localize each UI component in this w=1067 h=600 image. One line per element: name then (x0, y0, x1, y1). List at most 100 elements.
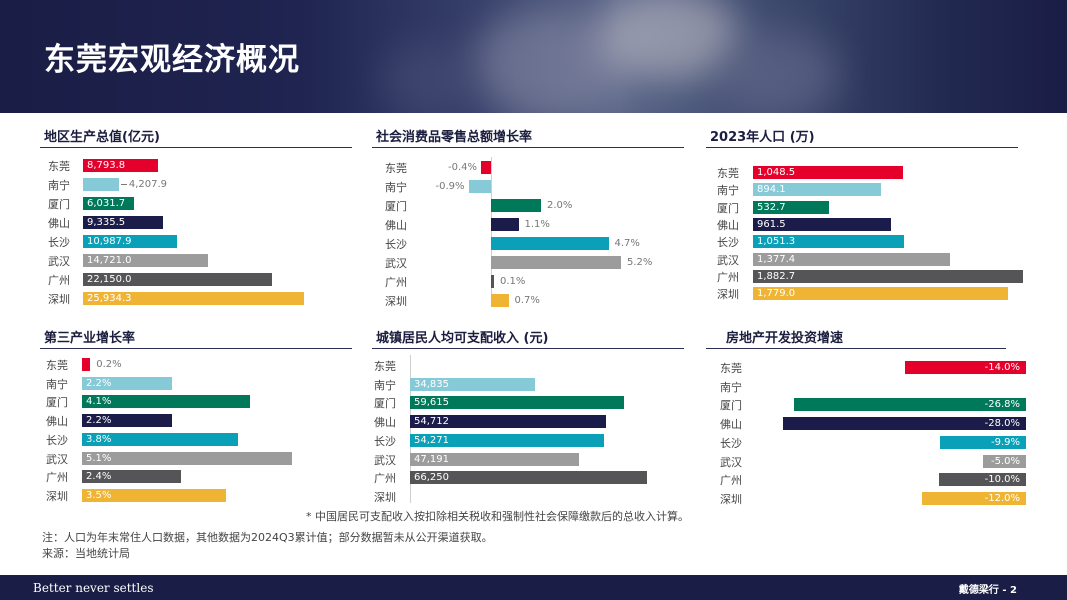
data-bar (793, 398, 1026, 412)
income-footnote: * 中国居民可支配收入按扣除相关税收和强制性社会保障缴款后的总收入计算。 (306, 510, 689, 523)
data-bar (753, 287, 1008, 301)
value-label: 2.2% (86, 377, 112, 389)
value-label: 2.2% (86, 415, 112, 427)
value-label: 59,615 (414, 397, 449, 409)
value-label: 1,048.5 (757, 167, 796, 178)
value-label: -0.9% (435, 181, 465, 192)
real-estate-investment-chart: 房地产开发投资增速 东莞 -14.0% 南宁 厦门 -26.8% 佛山 -28.0% 长沙 -9.… (706, 324, 1026, 509)
category-label: 佛山 (720, 418, 742, 432)
category-label: 深圳 (385, 295, 407, 308)
value-label: 1.1% (524, 219, 550, 230)
category-label: 佛山 (46, 415, 68, 429)
value-label: 10,987.9 (87, 236, 132, 247)
data-bar (83, 254, 209, 267)
category-label: 厦门 (717, 201, 739, 215)
category-label: 南宁 (374, 378, 396, 392)
data-bar (491, 294, 509, 307)
data-bar (82, 488, 226, 502)
value-label: 0.7% (514, 295, 540, 306)
data-bar (982, 454, 1026, 468)
category-label: 东莞 (717, 167, 739, 180)
value-label: -9.9% (990, 436, 1020, 448)
value-label: 34,835 (414, 378, 449, 390)
data-bar (922, 491, 1026, 505)
data-bar (753, 166, 904, 179)
category-label: 武汉 (374, 453, 396, 467)
data-bar (410, 471, 648, 485)
category-label: 武汉 (720, 455, 742, 469)
data-bar (753, 235, 904, 249)
category-label: 东莞 (720, 362, 742, 375)
category-label: 长沙 (717, 236, 739, 250)
category-label: 长沙 (385, 238, 407, 251)
category-label: 厦门 (374, 397, 396, 411)
value-label: 961.5 (757, 218, 786, 230)
category-label: 厦门 (385, 200, 407, 213)
value-label: 4.1% (86, 396, 112, 408)
title-underline (40, 147, 352, 148)
title-underline (372, 147, 684, 148)
category-label: 广州 (720, 474, 742, 488)
category-label: 武汉 (385, 257, 407, 270)
value-label: 5.2% (627, 257, 653, 268)
title-underline (40, 348, 352, 349)
chart-title: 社会消费品零售总额增长率 (376, 130, 533, 145)
title-underline (372, 348, 684, 349)
retail-growth-chart: 社会消费品零售总额增长率 东莞 -0.4% 南宁 -0.9% 厦门 2.0% 佛山 1.1% 长沙… (372, 123, 688, 308)
chart-axis (410, 355, 411, 503)
category-label: 佛山 (374, 416, 396, 430)
value-label: 532.7 (757, 201, 786, 213)
category-label: 佛山 (48, 217, 70, 230)
value-label: 5.1% (86, 452, 112, 464)
data-bar (481, 161, 491, 174)
value-label: 6,031.7 (87, 198, 126, 209)
value-label: -28.0% (984, 418, 1020, 430)
category-label: 广州 (374, 472, 396, 486)
page-reference: 戴德梁行 - 2 (958, 585, 1017, 596)
data-bar (904, 361, 1026, 374)
data-bar (82, 376, 173, 390)
data-bar (468, 180, 491, 193)
data-bar (83, 197, 135, 210)
gdp-chart: 地区生产总值(亿元) 东莞 8,793.8 南宁 4,207.9 厦门 6,031.7 佛山 9… (40, 123, 356, 308)
data-bar (410, 377, 535, 391)
data-bar (491, 218, 519, 231)
category-label: 南宁 (48, 179, 70, 192)
value-label: 25,934.3 (87, 293, 132, 304)
category-label: 广州 (48, 274, 70, 287)
brand-tagline: Better never settles (33, 581, 154, 595)
category-label: 广州 (46, 471, 68, 485)
value-label: 66,250 (414, 472, 449, 484)
data-bar (753, 252, 951, 266)
category-label: 东莞 (48, 160, 70, 173)
value-label: 22,150.0 (87, 274, 132, 285)
value-label: 0.2% (96, 359, 122, 370)
value-label: 3.8% (86, 433, 112, 445)
title-underline (706, 348, 1006, 349)
value-label: 0.1% (500, 276, 526, 287)
category-label: 长沙 (46, 433, 68, 447)
source-note: 来源：当地统计局 (42, 547, 130, 560)
data-bar (753, 200, 830, 214)
category-label: 武汉 (46, 452, 68, 466)
data-bar (83, 159, 158, 172)
value-label: 1,051.3 (757, 236, 796, 248)
chart-title: 第三产业增长率 (44, 331, 136, 346)
data-bar (410, 415, 607, 429)
chart-title: 房地产开发投资增速 (726, 331, 844, 346)
value-label: -0.4% (447, 162, 477, 173)
data-bar (753, 269, 1023, 283)
value-label: 54,712 (414, 416, 449, 428)
data-bar (83, 273, 272, 286)
value-label: 1,377.4 (757, 253, 796, 265)
data-note: 注：人口为年末常住人口数据，其他数据为2024Q3累计值；部分数据暂未从公开渠道… (42, 531, 493, 544)
category-label: 东莞 (385, 162, 407, 175)
category-label: 广州 (717, 270, 739, 284)
value-label: -14.0% (984, 362, 1020, 373)
category-label: 厦门 (48, 198, 70, 211)
data-bar (82, 432, 239, 446)
data-bar (410, 433, 605, 447)
tertiary-growth-chart: 第三产业增长率 东莞 0.2% 南宁 2.2% 厦门 4.1% 佛山 2.2% 长沙 3.8% 武汉 5… (40, 324, 356, 509)
footer-bar: Better never settles 戴德梁行 - 2 (0, 575, 1067, 600)
chart-title: 2023年人口 (万) (710, 130, 815, 145)
